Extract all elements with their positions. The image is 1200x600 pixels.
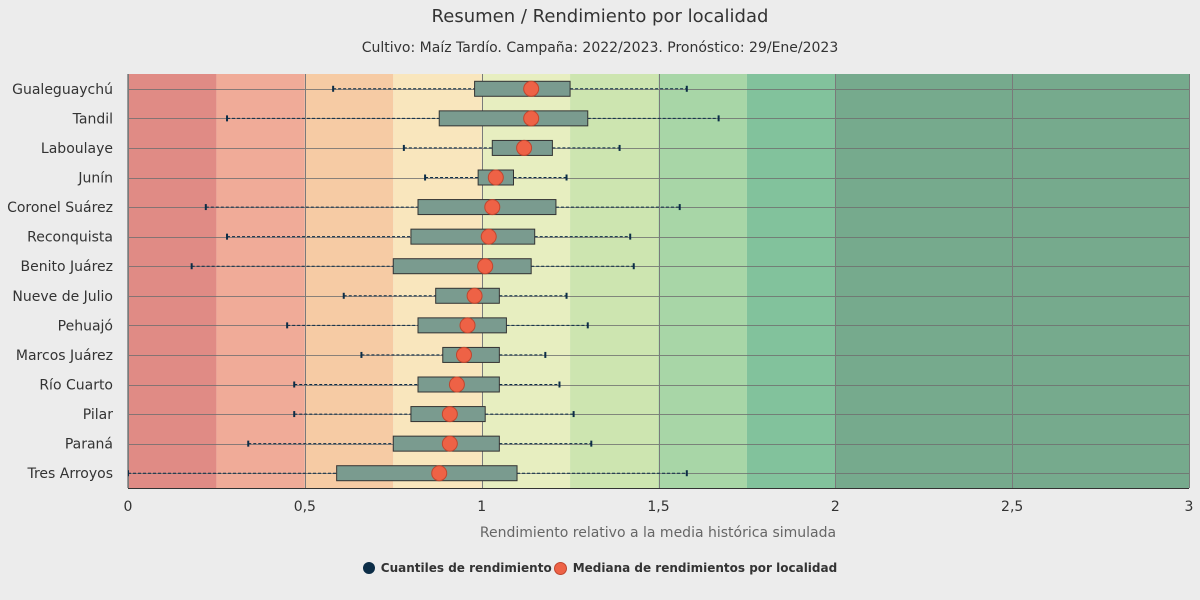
median-point — [480, 228, 497, 245]
x-axis-title: Rendimiento relativo a la media históric… — [480, 525, 836, 541]
y-category-label: Tres Arroyos — [26, 466, 113, 482]
y-category-label: Marcos Juárez — [16, 348, 113, 364]
x-tick-label: 2 — [831, 499, 840, 515]
band-2 — [304, 74, 394, 488]
x-tick-label: 1,5 — [647, 499, 669, 515]
chart-title: Resumen / Rendimiento por localidad — [431, 6, 769, 27]
quartile-box — [474, 80, 571, 97]
y-category-label: Reconquista — [27, 230, 113, 246]
x-tick-label: 2,5 — [1001, 499, 1023, 515]
quartile-box — [410, 228, 536, 245]
performance-bands — [128, 74, 1189, 488]
y-category-label: Tandil — [72, 111, 113, 127]
band-3 — [393, 74, 482, 488]
y-category-label: Paraná — [65, 437, 113, 453]
median-point — [484, 199, 501, 216]
y-category-label: Nueve de Julio — [12, 289, 113, 305]
median-point — [448, 376, 465, 393]
legend-quantiles-label: Cuantiles de rendimiento — [380, 561, 552, 575]
band-7 — [746, 74, 836, 488]
axes: 0 0,5 1 1,5 2 2,5 3 Gualeguaychú Tandil Laboulaye… — [7, 74, 1193, 515]
x-tick-label: 1 — [477, 499, 486, 515]
band-4 — [481, 74, 571, 488]
median-point — [516, 139, 533, 156]
legend-median-label: Mediana de rendimientos por localidad — [572, 561, 838, 575]
y-category-label: Laboulaye — [41, 141, 113, 157]
y-category-label: Río Cuarto — [39, 378, 113, 394]
legend-median-swatch — [553, 561, 567, 575]
y-category-label: Coronel Suárez — [7, 200, 113, 216]
band-0 — [128, 74, 217, 488]
band-1 — [216, 74, 305, 488]
median-point — [441, 406, 458, 423]
x-tick-label: 0 — [124, 499, 133, 515]
y-category-label: Gualeguaychú — [12, 82, 113, 98]
y-category-label: Benito Juárez — [21, 259, 113, 275]
x-tick-label: 0,5 — [294, 499, 316, 515]
median-point — [487, 169, 504, 186]
y-category-label: Pehuajó — [58, 318, 113, 334]
median-point — [466, 287, 483, 304]
legend-item-quantiles[interactable]: Cuantiles de rendimiento — [362, 561, 552, 575]
quartile-box — [336, 465, 518, 482]
legend: Cuantiles de rendimiento Mediana de rend… — [0, 561, 1200, 575]
y-category-label: Junín — [77, 171, 113, 187]
boxes — [127, 80, 720, 482]
median-point — [523, 80, 540, 97]
median-point — [477, 258, 494, 275]
median-point — [455, 346, 472, 363]
legend-quantiles-swatch — [362, 562, 375, 574]
median-point — [523, 110, 540, 127]
quartile-box — [438, 110, 589, 127]
y-category-label: Pilar — [83, 407, 113, 423]
band-5 — [570, 74, 659, 488]
chart-subtitle: Cultivo: Maíz Tardío. Campaña: 2022/2023… — [361, 40, 839, 56]
median-point — [431, 465, 448, 482]
median-point — [441, 435, 458, 452]
legend-item-median[interactable]: Mediana de rendimientos por localidad — [553, 561, 838, 575]
quartile-box — [392, 258, 532, 275]
x-tick-label: 3 — [1185, 499, 1194, 515]
median-point — [459, 317, 476, 334]
band-6 — [658, 74, 747, 488]
